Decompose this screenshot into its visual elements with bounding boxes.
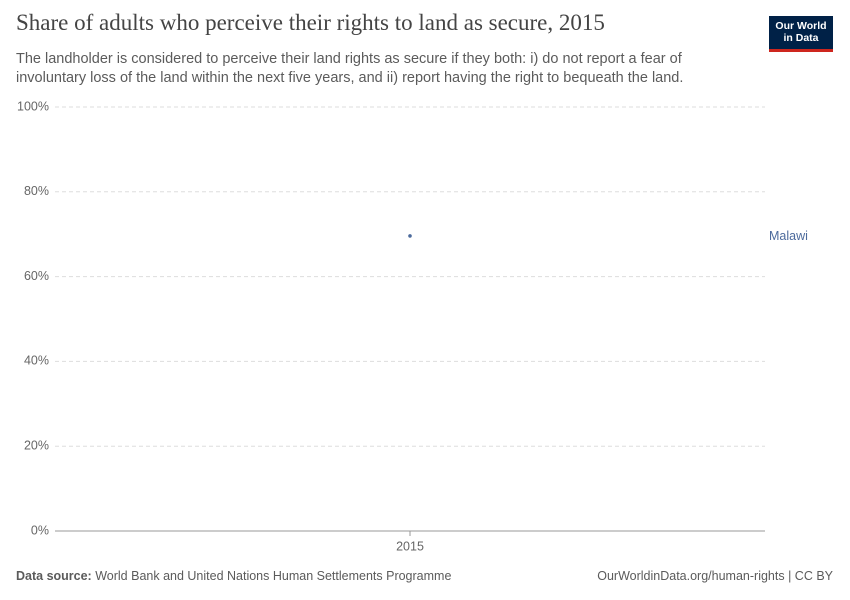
chart-subtitle: The landholder is considered to perceive… [16,51,684,86]
y-tick-label: 20% [24,438,49,452]
series-label: Malawi [769,229,808,243]
y-tick-label: 0% [31,523,49,537]
x-tick-label: 2015 [396,539,424,553]
logo-line: in Data [783,32,819,44]
logo-line: Our World [775,20,827,32]
y-tick-label: 40% [24,354,49,368]
footer-url[interactable]: OurWorldinData.org/human-rights | CC BY [597,569,833,583]
y-tick-label: 60% [24,269,49,283]
logo[interactable]: Our World in Data [769,16,833,52]
source: World Bank and United Nations Human Sett… [95,569,452,583]
point [408,234,412,238]
chart: 0% 20% 40% 60% 80% 100% 2015 Malawi [17,99,808,553]
chart-title: Share of adults who perceive their right… [16,10,605,35]
y-tick-label: 100% [17,99,49,113]
source-label: Data source: [16,569,92,583]
footer-source: Data source: World Bank and United Natio… [16,569,451,583]
y-tick-label: 80% [24,184,49,198]
